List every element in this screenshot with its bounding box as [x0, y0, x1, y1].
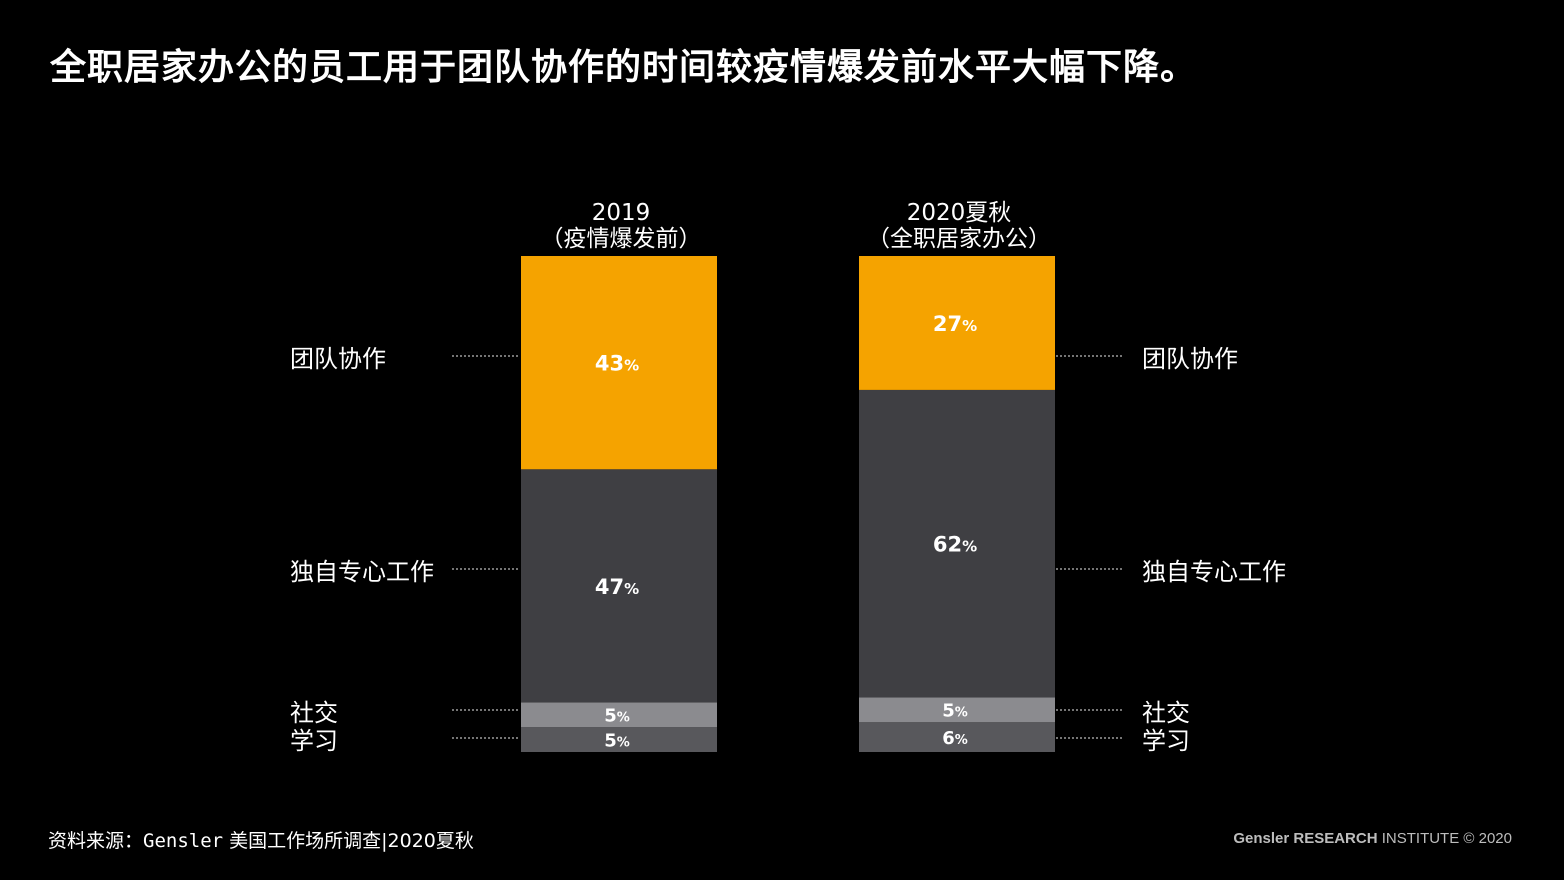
data-label: 5%: [604, 706, 630, 727]
source-org: Gensler: [143, 830, 224, 852]
bar-segment-learn-1: [859, 722, 1055, 752]
series-label-left-social: 社交: [290, 699, 338, 727]
brand-bold: Gensler RESEARCH: [1233, 830, 1378, 847]
data-label: 62%: [933, 533, 977, 557]
category-label: 2019: [592, 200, 651, 226]
bar-segment-focus-0: [521, 469, 717, 703]
data-label: 5%: [604, 730, 630, 751]
bar-segment-social-0: [521, 702, 717, 728]
brand-logo: Gensler RESEARCH INSTITUTE © 2020: [1233, 830, 1512, 847]
data-label: 5%: [942, 701, 968, 722]
brand-copyright: © 2020: [1459, 830, 1512, 847]
series-label-left-learn: 学习: [290, 727, 338, 755]
data-label: 27%: [933, 312, 977, 336]
series-label-left-collab: 团队协作: [290, 345, 386, 373]
series-label-right-learn: 学习: [1142, 727, 1190, 755]
bar-segment-collab-0: [521, 256, 717, 470]
series-label-right-focus: 独自专心工作: [1142, 558, 1286, 586]
category-label: （全职居家办公）: [867, 226, 1051, 252]
series-label-right-social: 社交: [1142, 699, 1190, 727]
brand-rest: INSTITUTE: [1377, 830, 1460, 847]
page-title: 全职居家办公的员工用于团队协作的时间较疫情爆发前水平大幅下降。: [50, 47, 1198, 88]
data-label: 43%: [595, 352, 639, 376]
source-note: 资料来源：Gensler 美国工作场所调查|2020夏秋: [48, 826, 474, 853]
series-label-left-focus: 独自专心工作: [290, 558, 434, 586]
category-label: 2020夏秋: [907, 200, 1012, 226]
category-label: （疫情爆发前）: [541, 226, 702, 252]
bar-segment-focus-1: [859, 389, 1055, 698]
bar-segment-learn-0: [521, 727, 717, 752]
source-text: 美国工作场所调查|2020夏秋: [223, 830, 474, 852]
series-label-right-collab: 团队协作: [1142, 345, 1238, 373]
data-label: 6%: [942, 728, 968, 749]
bar-segment-social-1: [859, 697, 1055, 723]
source-prefix: 资料来源：: [48, 830, 144, 852]
bar-segment-collab-1: [859, 256, 1055, 390]
data-label: 47%: [595, 575, 639, 599]
